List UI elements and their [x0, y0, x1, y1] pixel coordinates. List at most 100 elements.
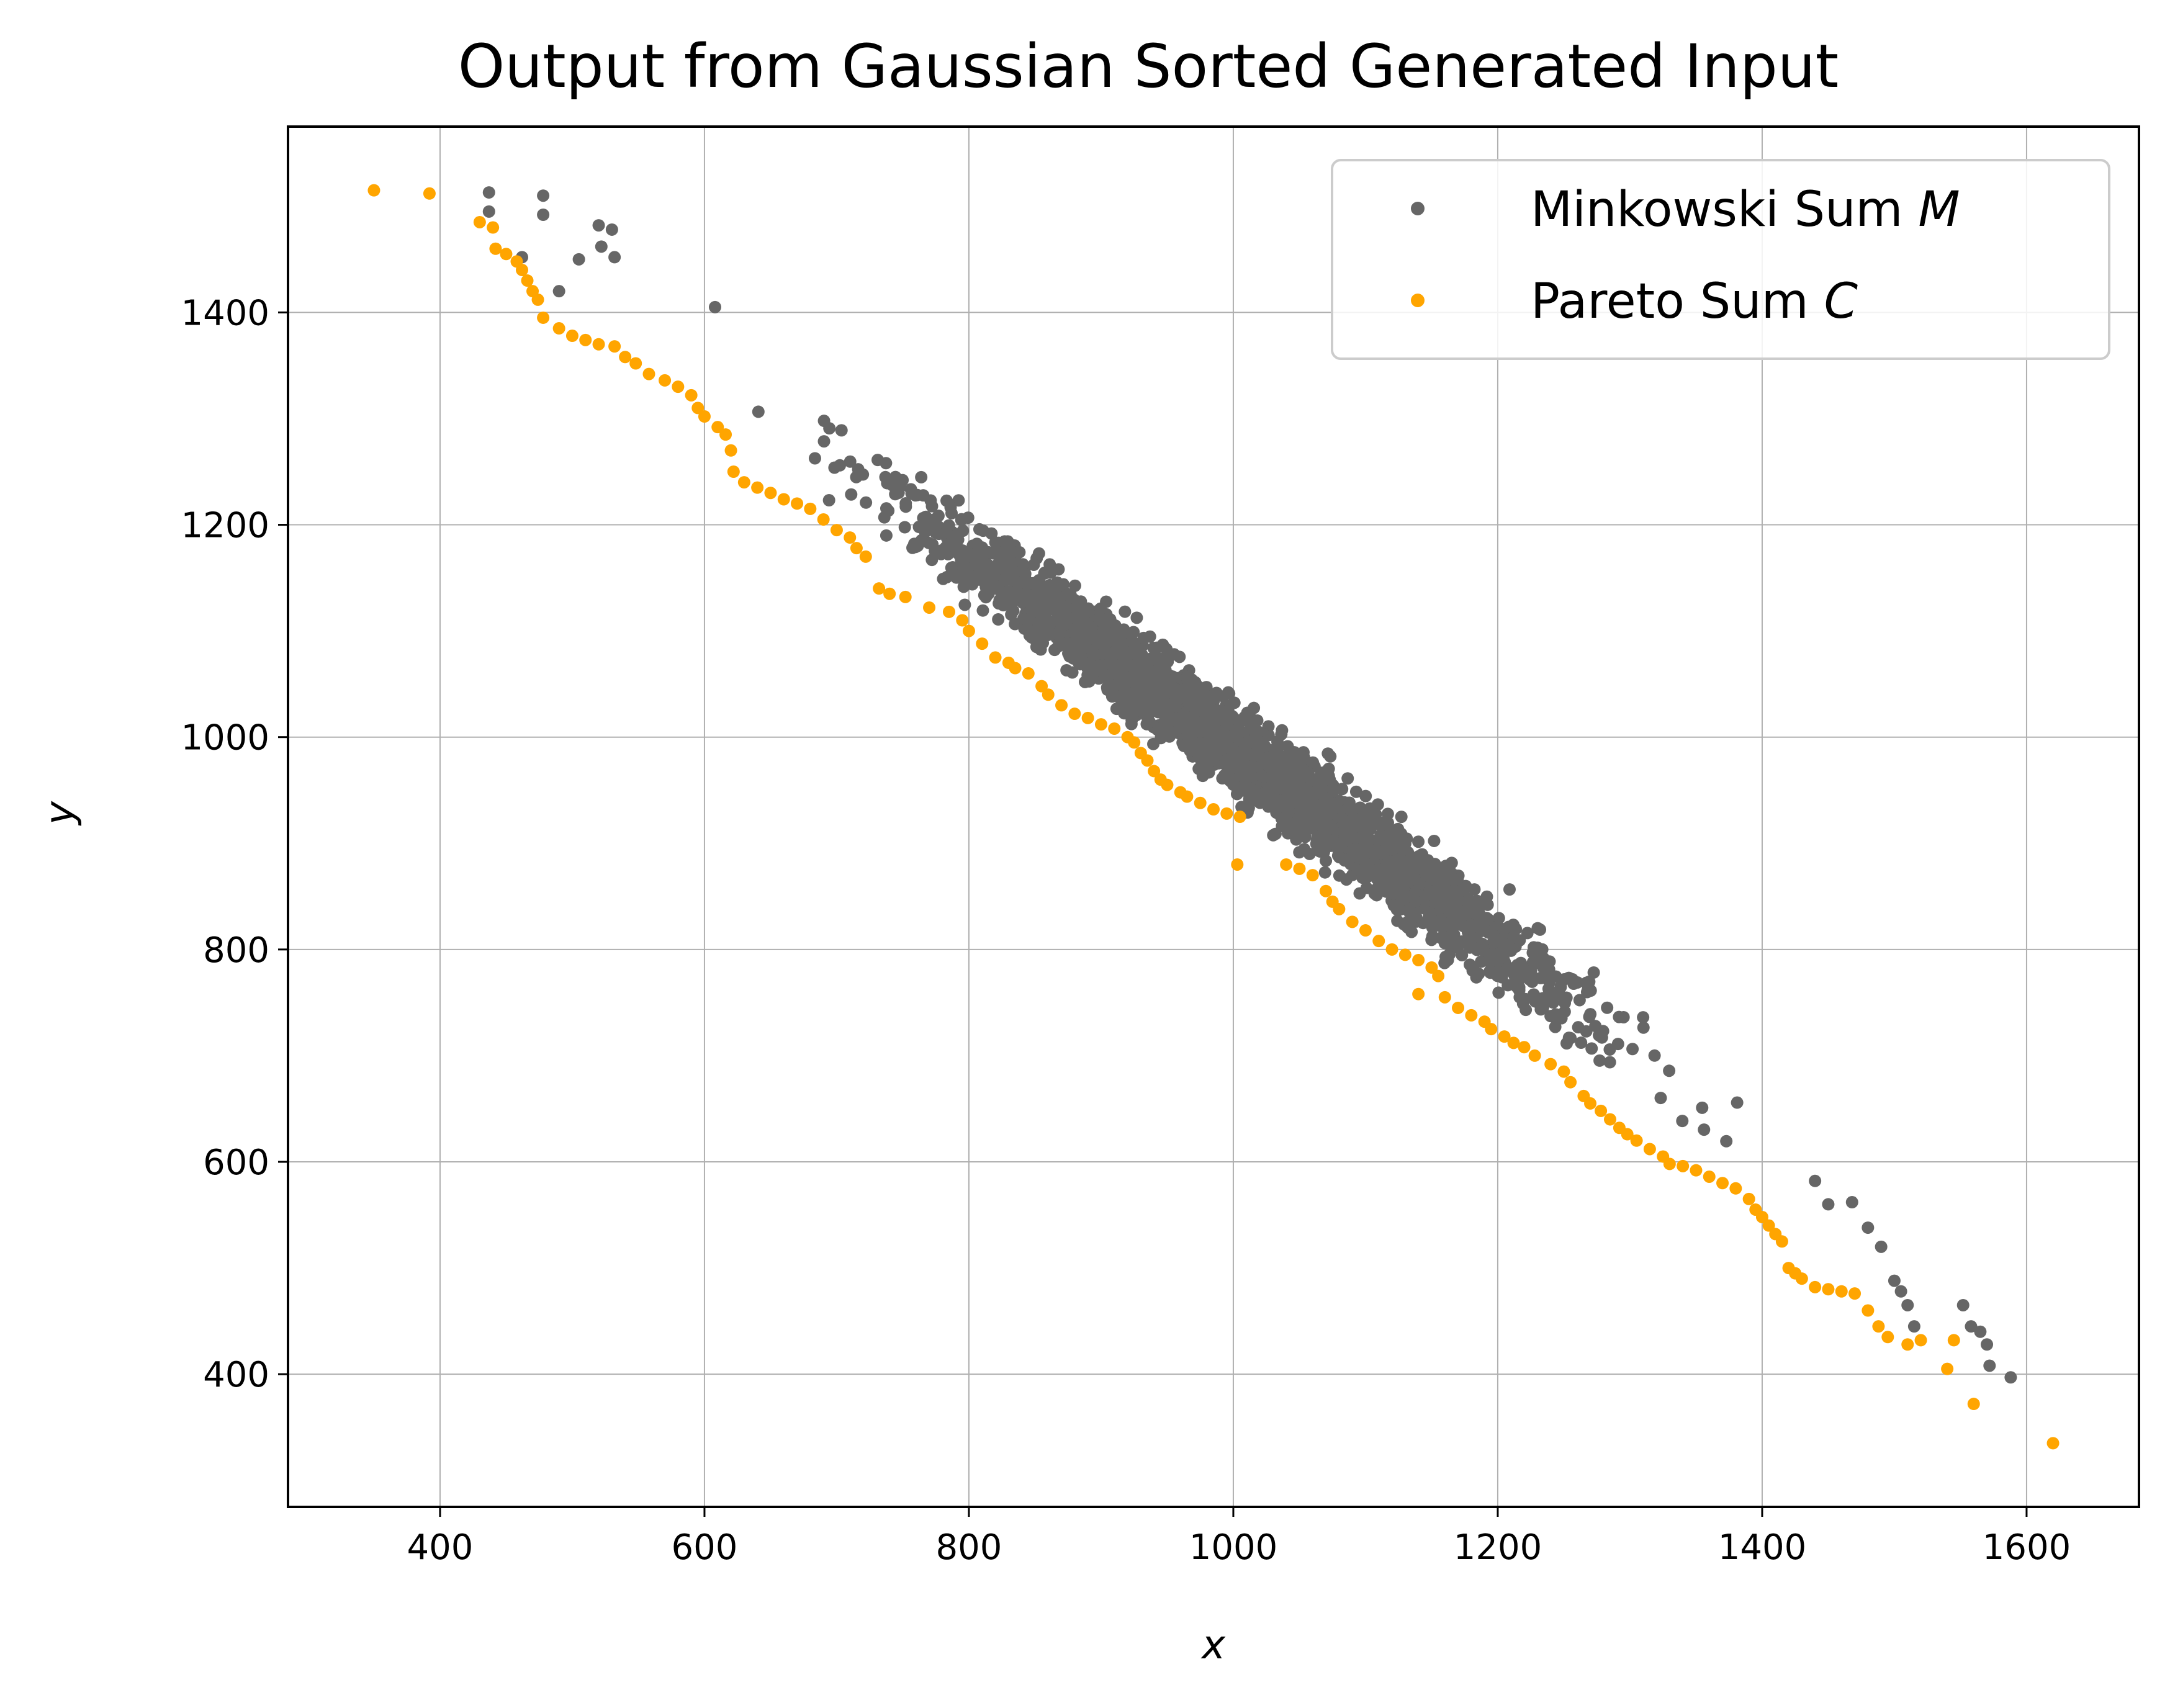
minkowski-point: [1303, 847, 1316, 860]
minkowski-point: [1059, 598, 1072, 611]
pareto-point: [1967, 1398, 1980, 1411]
pareto-point: [672, 380, 685, 393]
pareto-point: [1148, 765, 1161, 778]
minkowski-point: [973, 573, 986, 586]
minkowski-point: [808, 452, 821, 465]
pareto-point: [1862, 1304, 1875, 1317]
minkowski-point: [1224, 762, 1237, 775]
minkowski-point: [1443, 919, 1456, 932]
minkowski-point: [1164, 686, 1177, 699]
pareto-point: [500, 248, 513, 261]
minkowski-point: [1426, 930, 1439, 943]
minkowski-point: [1294, 824, 1307, 837]
minkowski-point: [1027, 558, 1040, 571]
minkowski-point: [1412, 835, 1425, 848]
pareto-point: [724, 444, 737, 457]
minkowski-point: [1470, 907, 1483, 920]
minkowski-point: [1544, 1010, 1557, 1023]
minkowski-point: [1382, 868, 1395, 881]
minkowski-point: [1560, 991, 1573, 1004]
minkowski-point: [882, 504, 895, 517]
minkowski-point: [1205, 727, 1218, 740]
minkowski-point: [1182, 716, 1195, 729]
minkowski-point: [835, 424, 848, 437]
pareto-point: [1584, 1097, 1597, 1110]
pareto-point: [531, 293, 544, 306]
pareto-point: [592, 338, 605, 351]
minkowski-point: [1518, 992, 1531, 1005]
minkowski-point: [1196, 763, 1209, 776]
minkowski-point: [1210, 748, 1223, 762]
minkowski-point: [1637, 1011, 1650, 1024]
minkowski-point: [1983, 1359, 1996, 1372]
pareto-point: [1621, 1128, 1634, 1141]
pareto-point: [962, 624, 975, 637]
minkowski-point: [1595, 1031, 1608, 1044]
minkowski-point: [1406, 852, 1419, 865]
minkowski-point: [1387, 888, 1400, 901]
minkowski-point: [1419, 868, 1432, 881]
minkowski-point: [1068, 579, 1081, 592]
y-tick-label: 1400: [181, 293, 269, 333]
minkowski-point: [1116, 701, 1129, 714]
minkowski-point: [1397, 918, 1410, 931]
minkowski-point: [995, 553, 1008, 566]
pareto-point: [579, 333, 592, 346]
minkowski-point: [1149, 669, 1162, 682]
pareto-point: [1947, 1334, 1960, 1347]
pareto-point: [1094, 718, 1107, 731]
minkowski-point: [1456, 948, 1469, 961]
minkowski-point: [1119, 605, 1132, 618]
minkowski-point: [1105, 652, 1118, 665]
minkowski-point: [1513, 984, 1526, 997]
minkowski-point: [1036, 611, 1049, 624]
minkowski-point: [1392, 841, 1405, 854]
minkowski-point: [1053, 636, 1066, 649]
minkowski-point: [852, 463, 865, 476]
minkowski-point: [1333, 869, 1346, 882]
legend: Minkowski Sum M Pareto Sum C: [1331, 159, 2110, 360]
minkowski-point: [1410, 910, 1423, 923]
minkowski-point: [1495, 971, 1508, 984]
pareto-point: [1220, 807, 1233, 820]
pareto-point: [976, 637, 989, 650]
minkowski-point: [1163, 730, 1176, 743]
minkowski-point: [1405, 925, 1418, 938]
minkowski-point: [1127, 636, 1140, 649]
minkowski-point: [1524, 964, 1537, 978]
minkowski-point: [993, 593, 1006, 606]
minkowski-point: [1312, 837, 1325, 850]
minkowski-point: [1140, 710, 1153, 723]
pareto-point: [1359, 924, 1372, 937]
pareto-point: [899, 590, 912, 603]
minkowski-point: [1063, 650, 1076, 663]
minkowski-point: [1109, 667, 1122, 680]
x-axis-label: x: [1200, 1622, 1226, 1668]
minkowski-point: [955, 553, 968, 566]
pareto-point: [1432, 969, 1445, 982]
minkowski-point: [1281, 764, 1294, 777]
minkowski-point: [1584, 1008, 1597, 1021]
pareto-point: [1881, 1331, 1894, 1344]
minkowski-point: [1146, 682, 1159, 695]
minkowski-point: [1531, 942, 1544, 955]
minkowski-point: [1894, 1285, 1907, 1298]
minkowski-point: [1137, 653, 1150, 666]
y-tick-label: 1200: [181, 506, 269, 546]
minkowski-point: [1359, 789, 1372, 802]
minkowski-point: [950, 538, 963, 551]
minkowski-point: [1056, 613, 1069, 626]
pareto-point: [1035, 680, 1048, 693]
minkowski-point: [1696, 1101, 1709, 1114]
pareto-point: [1518, 1041, 1531, 1054]
minkowski-point: [817, 435, 831, 448]
minkowski-point: [939, 542, 952, 555]
pareto-point: [1528, 1049, 1541, 1062]
minkowski-point: [1589, 1020, 1602, 1033]
minkowski-point: [1246, 760, 1259, 773]
minkowski-point: [1289, 753, 1302, 766]
minkowski-point: [1617, 1010, 1630, 1023]
minkowski-point: [1698, 1123, 1711, 1136]
minkowski-point: [1338, 818, 1351, 831]
minkowski-point: [898, 521, 911, 534]
